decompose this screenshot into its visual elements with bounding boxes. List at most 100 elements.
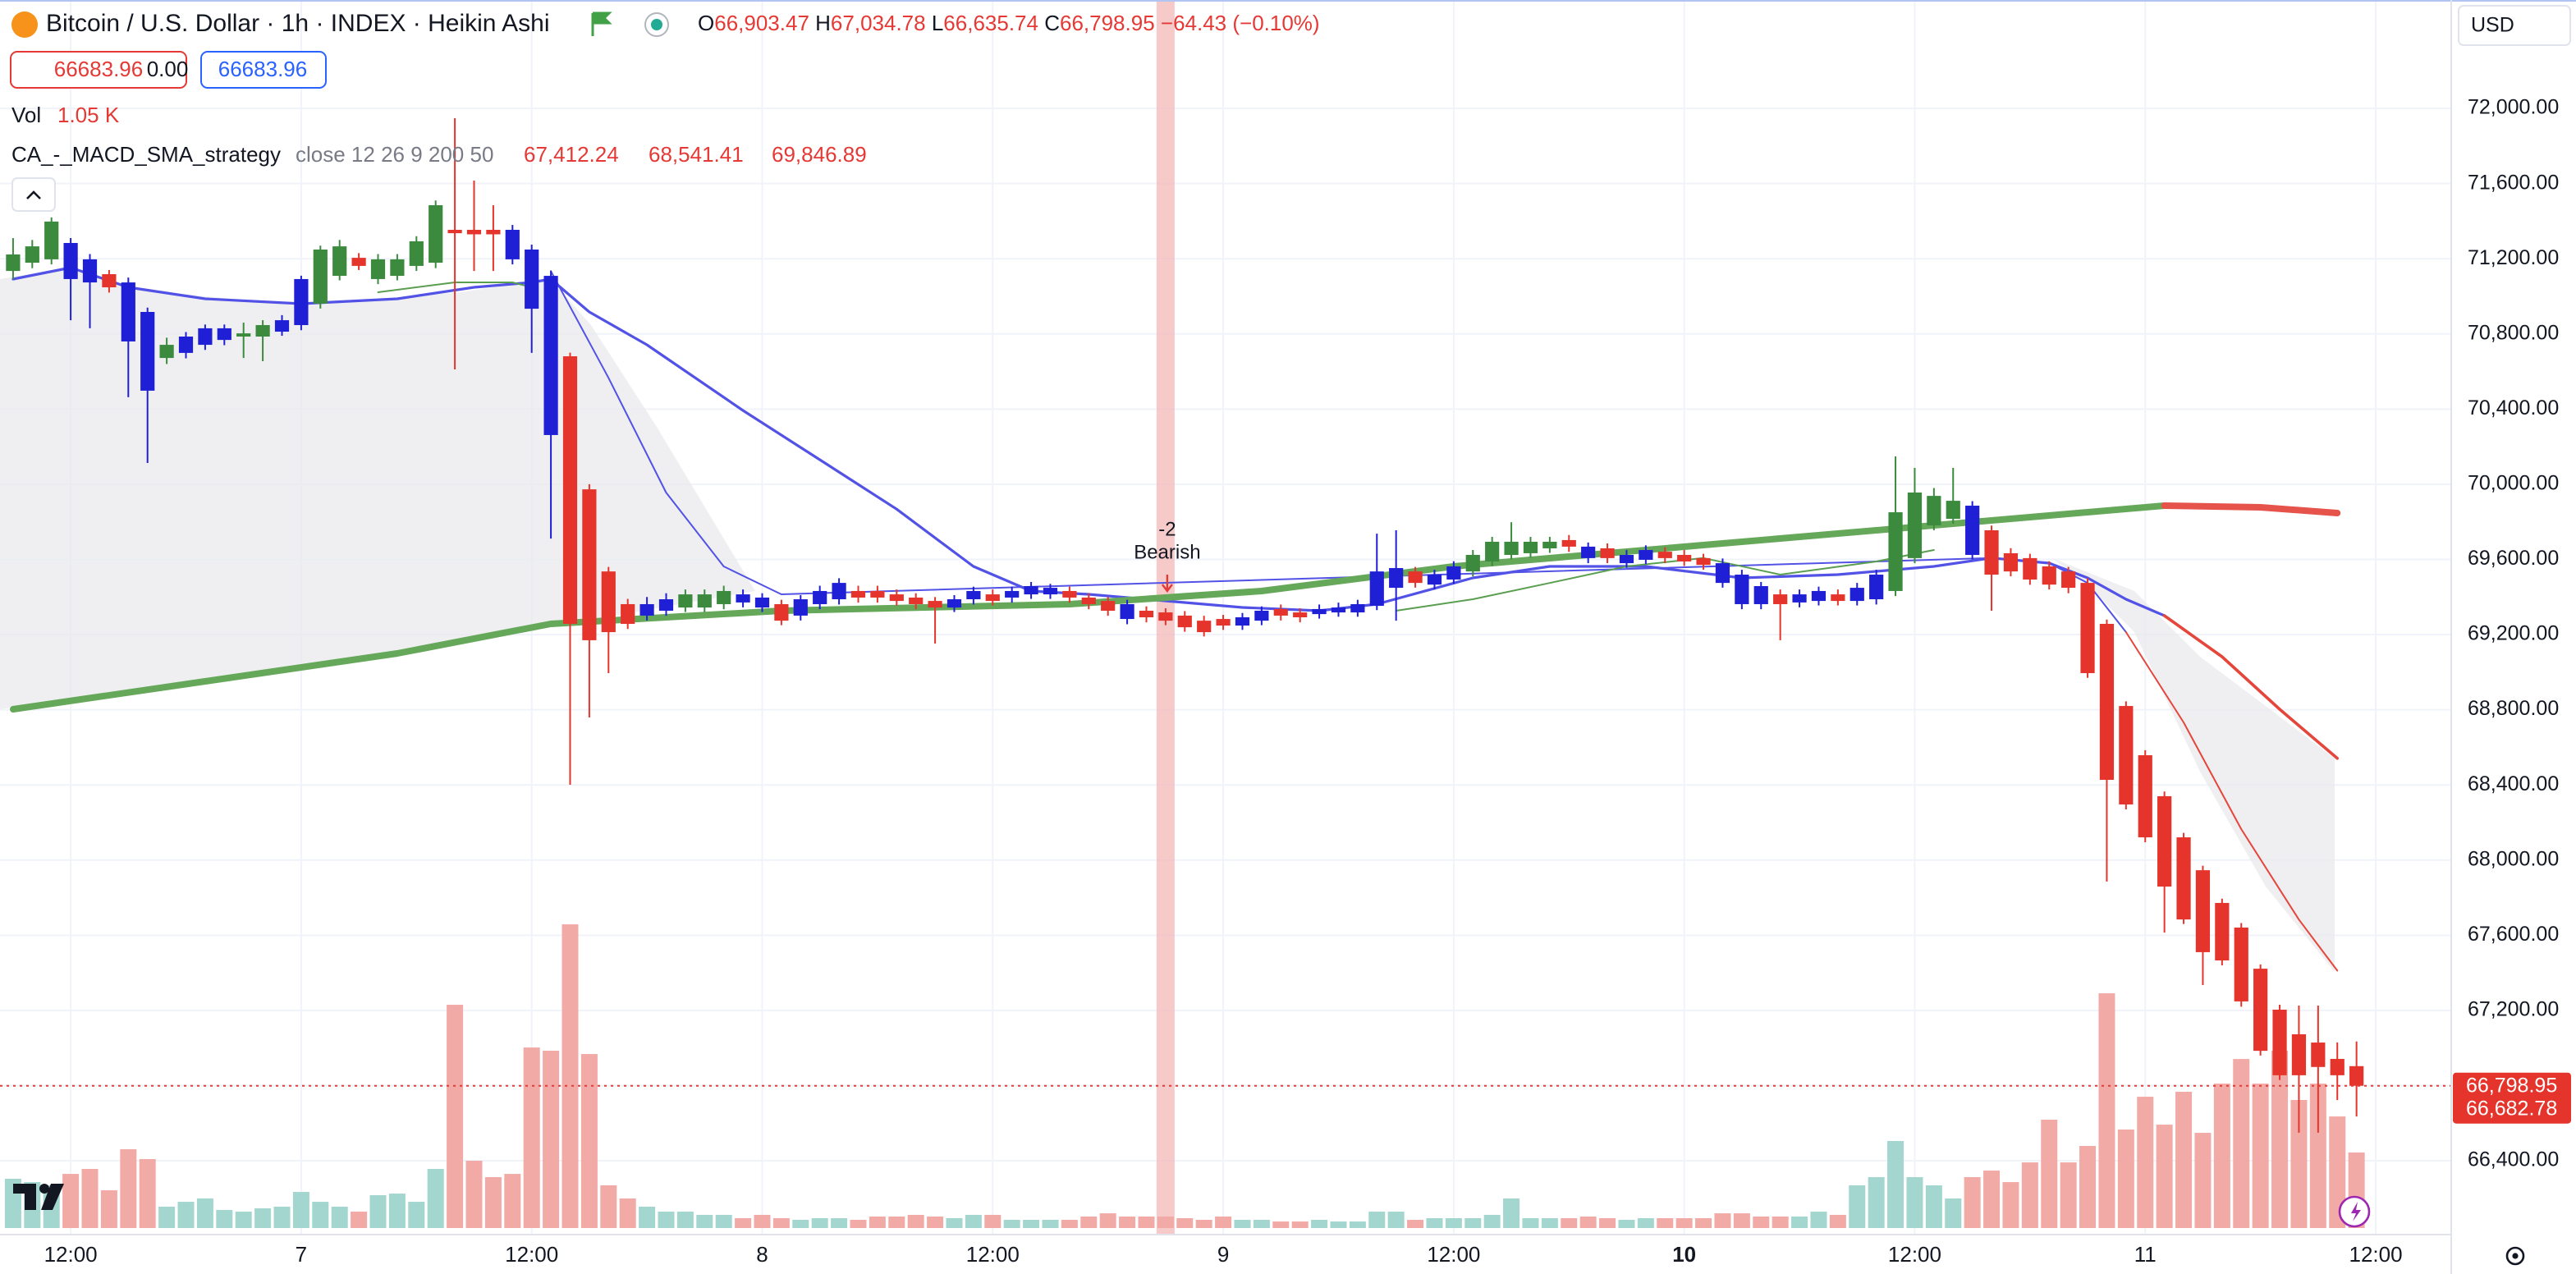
candle-body [2272,1009,2287,1075]
volume-bar [2098,993,2115,1228]
logo-mark[interactable] [13,1184,36,1210]
candle-body [966,590,981,600]
x-tick-label: 12:00 [44,1242,98,1267]
volume-bar [2060,1162,2077,1228]
candle-body [1984,530,1999,575]
candle-body [639,603,654,616]
volume-bar [2079,1145,2097,1228]
x-tick-label: 12:00 [505,1242,558,1267]
candle-body [947,599,962,608]
buy-button[interactable] [200,51,327,89]
candle-body [274,320,290,332]
x-tick-label: 8 [756,1242,768,1267]
volume-bar [196,1198,213,1228]
volume-bar [1753,1216,1770,1228]
volume-bar [1945,1198,1962,1228]
volume-bar [1561,1218,1578,1228]
volume-bar [1464,1218,1482,1228]
y-tick-label: 70,400.00 [2468,396,2559,419]
volume-bar [139,1159,156,1228]
volume-bar [1234,1220,1251,1228]
volume-bar [888,1216,905,1228]
volume-bar [2175,1092,2193,1228]
candle-body [2176,837,2191,920]
candle-body [332,246,347,277]
volume-bar [1119,1216,1136,1228]
candle-body [1216,619,1231,626]
candle-body [1369,571,1384,607]
collapse-button[interactable] [11,177,56,212]
settings-button[interactable] [2505,1246,2525,1266]
symbol-title: Bitcoin / U.S. Dollar · 1h · INDEX · Hei… [46,10,550,37]
candle-body [562,356,578,625]
volume-bar [754,1214,771,1228]
candle-body [1139,610,1154,617]
candle-body [1427,575,1442,585]
candle-body [178,336,194,353]
volume-bar [2309,1084,2326,1228]
logo-dot[interactable] [39,1184,49,1194]
x-tick-label: 7 [296,1242,307,1267]
candle-body [1101,601,1116,611]
candle-body [409,241,424,266]
price-tag-label: 66,682.78 [2466,1097,2557,1120]
candle-body [1849,588,1864,602]
candle-body [2157,795,2172,887]
sell-price[interactable]: 66683.96 [54,57,143,81]
sell-button[interactable] [10,51,187,89]
currency-button[interactable] [2458,5,2571,46]
buy-price[interactable]: 66683.96 [218,57,307,81]
candle-body [1581,546,1596,558]
volume-layer [4,924,2365,1228]
tradingview-logo[interactable] [13,1184,64,1210]
volume-bar [984,1214,1002,1228]
logo-mark[interactable] [41,1184,64,1210]
indicator-layer [10,266,2341,972]
candle-body [44,221,59,259]
collapse-icon[interactable] [26,190,41,199]
volume-bar [1675,1218,1693,1228]
volume-bar [2213,1084,2230,1228]
volume-bar [1061,1220,1078,1228]
y-tick-label: 69,600.00 [2468,547,2559,570]
volume-bar [831,1218,848,1228]
lightning-icon[interactable] [2351,1202,2361,1221]
candle-body [447,229,462,234]
volume-bar [1349,1221,1366,1228]
settings-icon[interactable] [2512,1253,2519,1259]
ohlc-value: 67,034.78 [831,11,926,35]
indicator-value: 69,846.89 [772,142,867,167]
volume-bar [965,1214,982,1228]
volume-bar [543,1051,560,1228]
volume-bar [465,1161,483,1228]
y-tick-label: 72,000.00 [2468,96,2559,119]
candle-body [2215,902,2230,961]
volume-bar [1253,1220,1270,1228]
ohlc-key: C [1044,11,1060,35]
x-tick-label: 11 [2134,1242,2157,1267]
volume-bar [658,1212,675,1228]
volume-bar [772,1218,790,1228]
candle-body [1811,590,1827,602]
candle-body [850,590,866,598]
candle-body [985,594,1000,602]
volume-bar [1042,1220,1059,1228]
candle-body [909,597,924,604]
volume-bar [1714,1213,1731,1228]
volume-bar [1983,1171,2001,1228]
candle-body [236,333,251,337]
flag-icon[interactable] [591,11,612,36]
candle-body [466,229,482,235]
volume-bar [811,1218,828,1228]
candle-body [1024,585,1038,595]
candle-body [2234,927,2248,1001]
volume-bar [523,1047,540,1228]
x-tick-label: 9 [1217,1242,1229,1267]
currency[interactable]: USD [2471,14,2514,37]
spread: 0.00 [147,57,189,81]
volume-bar [1272,1221,1290,1228]
volume-bar [696,1214,713,1228]
candle-body [370,259,386,279]
